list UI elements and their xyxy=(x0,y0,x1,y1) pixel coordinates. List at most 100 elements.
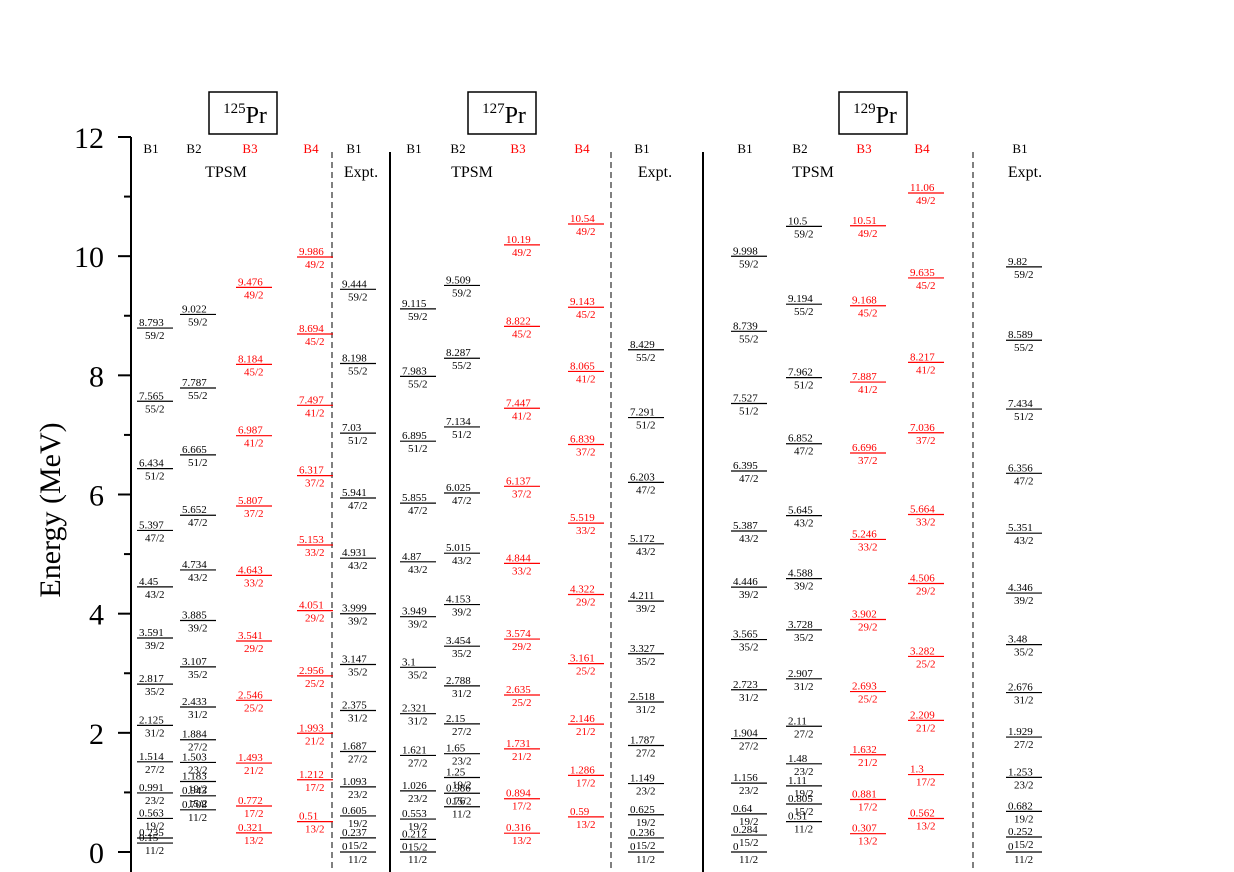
column-header: B1 xyxy=(737,141,752,156)
level-energy: 9.143 xyxy=(570,296,595,308)
level-spin: 49/2 xyxy=(305,259,325,271)
level-spin: 11/2 xyxy=(188,812,207,824)
level-energy: 3.327 xyxy=(630,643,655,655)
level-energy: 7.787 xyxy=(182,377,207,389)
level-energy: 9.998 xyxy=(733,245,758,257)
column-header: B3 xyxy=(510,141,525,156)
level-spin: 47/2 xyxy=(408,505,428,517)
y-tick-label: 10 xyxy=(74,241,104,274)
level-spin: 55/2 xyxy=(348,366,368,378)
level-spin: 29/2 xyxy=(512,641,532,653)
expt-label: Expt. xyxy=(638,164,672,181)
level-spin: 17/2 xyxy=(305,782,325,794)
level-spin: 35/2 xyxy=(739,642,759,654)
level-spin: 11/2 xyxy=(452,809,471,821)
nucleus-box xyxy=(208,91,278,135)
column-b1-expt: B1011/20.23715/20.60519/21.09323/21.6872… xyxy=(340,141,376,866)
level-energy: 0.76 xyxy=(446,796,466,808)
level-spin: 39/2 xyxy=(145,640,165,652)
level-spin: 41/2 xyxy=(858,384,878,396)
level-energy: 1.093 xyxy=(342,776,367,788)
level-energy: 1.253 xyxy=(1008,766,1033,778)
level-energy: 5.351 xyxy=(1008,522,1033,534)
level-spin: 29/2 xyxy=(576,596,596,608)
level-energy: 3.107 xyxy=(182,656,207,668)
level-energy: 0.51 xyxy=(788,811,807,823)
level-spin: 43/2 xyxy=(188,572,208,584)
level-spin: 21/2 xyxy=(916,722,936,734)
level-spin: 23/2 xyxy=(739,785,759,797)
level-energy: 0.59 xyxy=(570,806,590,818)
level-spin: 41/2 xyxy=(305,407,325,419)
level-spin: 51/2 xyxy=(1014,411,1034,423)
level-spin: 13/2 xyxy=(916,821,936,833)
level-energy: 1.11 xyxy=(788,775,807,787)
level-energy: 1.25 xyxy=(446,767,466,779)
level-energy: 7.565 xyxy=(139,390,164,402)
y-tick-label: 0 xyxy=(89,837,104,870)
level-spin: 49/2 xyxy=(858,228,878,240)
level-spin: 41/2 xyxy=(916,364,936,376)
y-axis-label: Energy (MeV) xyxy=(34,422,67,597)
level-spin: 33/2 xyxy=(305,547,325,559)
level-energy: 4.211 xyxy=(630,590,654,602)
level-energy: 0.64 xyxy=(733,803,753,815)
level-energy: 6.665 xyxy=(182,444,207,456)
level-energy: 3.282 xyxy=(910,645,935,657)
level-energy: 2.146 xyxy=(570,713,595,725)
level-energy: 0.235 xyxy=(139,827,164,839)
level-energy: 3.1 xyxy=(402,656,416,668)
level-energy: 7.497 xyxy=(299,394,324,406)
level-energy: 0.708 xyxy=(182,799,207,811)
level-spin: 37/2 xyxy=(858,455,878,467)
level-energy: 3.147 xyxy=(342,653,367,665)
level-energy: 5.664 xyxy=(910,504,935,516)
level-spin: 59/2 xyxy=(145,330,165,342)
level-energy: 5.246 xyxy=(852,528,877,540)
level-energy: 2.125 xyxy=(139,714,164,726)
level-energy: 4.643 xyxy=(238,564,263,576)
level-spin: 27/2 xyxy=(452,726,472,738)
level-energy: 9.168 xyxy=(852,295,877,307)
column-b1: B1011/20.21215/20.55319/21.02623/21.6212… xyxy=(400,141,436,866)
level-spin: 27/2 xyxy=(145,764,165,776)
level-spin: 49/2 xyxy=(916,195,936,207)
level-spin: 35/2 xyxy=(1014,647,1034,659)
level-spin: 43/2 xyxy=(348,560,368,572)
level-energy: 0.772 xyxy=(238,795,263,807)
level-energy: 3.565 xyxy=(733,629,758,641)
level-energy: 6.696 xyxy=(852,442,877,454)
level-energy: 5.015 xyxy=(446,542,471,554)
level-energy: 8.589 xyxy=(1008,329,1033,341)
